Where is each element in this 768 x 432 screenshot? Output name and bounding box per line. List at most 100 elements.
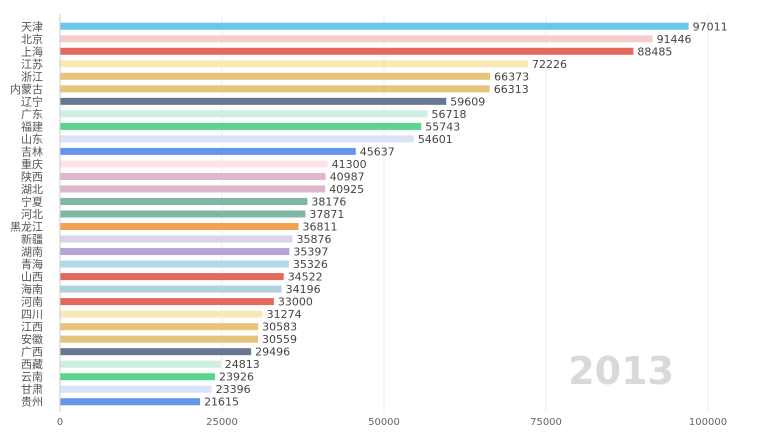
value-label: 34196 xyxy=(286,283,321,296)
value-label: 38176 xyxy=(311,195,346,208)
category-label: 山西 xyxy=(21,271,43,284)
category-label: 山东 xyxy=(21,133,43,146)
bar xyxy=(60,260,289,268)
bar xyxy=(60,373,216,381)
category-label: 江苏 xyxy=(21,58,43,71)
bar xyxy=(60,47,634,55)
bar xyxy=(60,160,328,168)
value-label: 55743 xyxy=(425,120,460,133)
bar xyxy=(60,172,326,180)
value-label: 23396 xyxy=(216,383,251,396)
category-label: 浙江 xyxy=(21,70,43,83)
value-label: 37871 xyxy=(309,208,344,221)
value-label: 66313 xyxy=(494,83,529,96)
bar xyxy=(60,248,290,256)
bar xyxy=(60,197,308,205)
category-label: 辽宁 xyxy=(21,94,43,108)
bar xyxy=(60,285,282,293)
category-label: 江西 xyxy=(21,321,43,334)
bar xyxy=(60,147,356,155)
bar xyxy=(60,273,284,281)
value-label: 21615 xyxy=(204,396,239,409)
bar xyxy=(60,60,529,68)
category-label: 云南 xyxy=(21,371,43,384)
value-label: 41300 xyxy=(332,158,367,171)
value-label: 31274 xyxy=(267,308,302,321)
value-label: 40987 xyxy=(330,170,365,183)
bar xyxy=(60,35,653,43)
value-label: 30583 xyxy=(262,321,297,334)
bar xyxy=(60,310,263,318)
category-label: 四川 xyxy=(21,308,43,321)
bar xyxy=(60,122,422,130)
category-label: 广东 xyxy=(21,108,43,121)
value-label: 34522 xyxy=(288,271,323,284)
value-label: 54601 xyxy=(418,133,453,146)
category-label: 甘肃 xyxy=(21,383,43,396)
bar xyxy=(60,223,299,231)
category-label: 广西 xyxy=(21,346,43,359)
category-label: 北京 xyxy=(21,32,43,46)
category-label: 西藏 xyxy=(21,358,43,371)
bar xyxy=(60,97,447,105)
category-label: 湖北 xyxy=(21,183,43,196)
bar xyxy=(60,323,259,331)
year-watermark: 2013 xyxy=(568,349,674,393)
value-label: 30559 xyxy=(262,333,297,346)
value-label: 56718 xyxy=(432,108,467,121)
x-axis-ticks: 0 25000 50000 75000 100000 xyxy=(57,417,727,428)
bar xyxy=(60,348,252,356)
value-label: 35397 xyxy=(293,246,328,259)
bar xyxy=(60,110,428,118)
category-label: 青海 xyxy=(21,257,43,271)
bar xyxy=(60,385,212,393)
x-tick-label: 0 xyxy=(57,417,63,428)
category-label: 吉林 xyxy=(21,144,43,158)
value-label: 35326 xyxy=(293,258,328,271)
bars-group: 天津 97011 北京 91446 上海 88485 江苏 72226 浙江 66373 内蒙古 66… xyxy=(10,20,728,408)
category-label: 陕西 xyxy=(21,169,43,183)
bar xyxy=(60,210,306,218)
category-label: 黑龙江 xyxy=(10,221,43,234)
value-label: 35876 xyxy=(296,233,331,246)
value-label: 97011 xyxy=(693,20,728,33)
value-label: 59609 xyxy=(450,95,485,108)
bar xyxy=(60,85,490,93)
category-label: 内蒙古 xyxy=(10,82,43,96)
value-label: 88485 xyxy=(637,45,672,58)
category-label: 新疆 xyxy=(21,232,43,246)
value-label: 40925 xyxy=(329,183,364,196)
category-label: 河北 xyxy=(21,208,43,221)
bar xyxy=(60,298,274,306)
category-label: 海南 xyxy=(21,282,43,296)
category-label: 上海 xyxy=(21,44,43,58)
x-tick-label: 75000 xyxy=(530,417,562,428)
value-label: 23926 xyxy=(219,371,254,384)
bar xyxy=(60,360,221,368)
value-label: 45637 xyxy=(360,145,395,158)
value-label: 24813 xyxy=(225,358,260,371)
value-label: 36811 xyxy=(303,221,338,234)
category-label: 贵州 xyxy=(21,396,43,409)
value-label: 29496 xyxy=(255,346,290,359)
category-label: 福建 xyxy=(21,119,43,133)
bar xyxy=(60,335,259,343)
category-label: 河南 xyxy=(21,296,43,309)
x-tick-label: 100000 xyxy=(689,417,727,428)
category-label: 天津 xyxy=(21,20,43,33)
bar xyxy=(60,398,201,406)
bar xyxy=(60,72,491,80)
category-label: 湖南 xyxy=(21,246,43,259)
x-tick-label: 50000 xyxy=(368,417,400,428)
bar xyxy=(60,22,689,30)
category-label: 安徽 xyxy=(21,332,43,346)
bar xyxy=(60,135,414,143)
category-label: 重庆 xyxy=(21,157,43,171)
value-label: 33000 xyxy=(278,296,313,309)
category-label: 宁夏 xyxy=(21,194,43,208)
bar xyxy=(60,235,293,243)
bar xyxy=(60,185,326,193)
x-tick-label: 25000 xyxy=(206,417,238,428)
value-label: 91446 xyxy=(657,33,692,46)
